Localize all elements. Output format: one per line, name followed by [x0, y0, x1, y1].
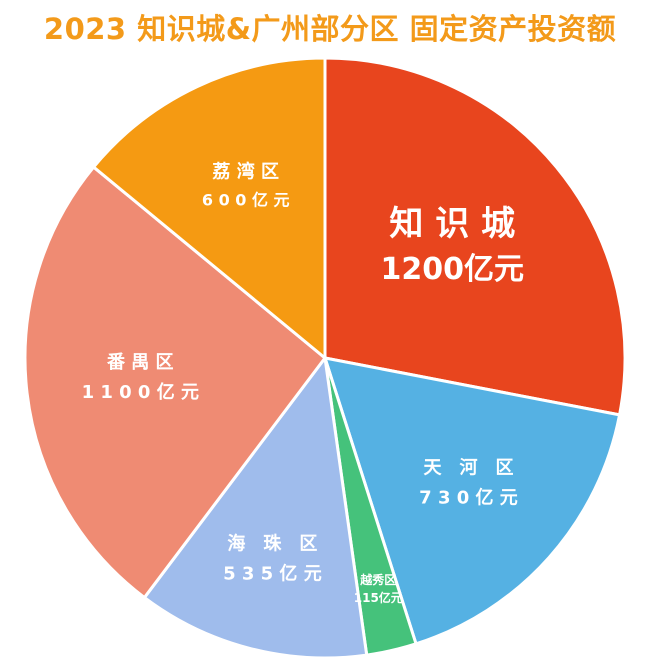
slice-value-label: 115亿元: [354, 590, 403, 605]
pie-slice: [142, 356, 369, 660]
pie-slice: [92, 56, 327, 360]
slice-name-label: 越秀区: [359, 572, 396, 587]
slice-name-label: 知 识 城: [389, 204, 515, 244]
slice-name-label: 海 珠 区: [227, 532, 317, 554]
slice-value-label: 5 3 5 亿 元: [223, 562, 322, 584]
slice-name-label: 荔 湾 区: [212, 161, 279, 183]
slice-value-label: 1 1 0 0 亿 元: [82, 381, 199, 403]
pie-slices: [23, 56, 627, 660]
chart-title: 2023 知识城&广州部分区 固定资产投资额: [43, 12, 617, 46]
slice-value-label: 7 3 0 亿 元: [419, 487, 518, 509]
pie-slice: [323, 356, 622, 646]
pie-slice: [323, 56, 627, 417]
pie-slice: [23, 165, 327, 600]
slice-name-label: 番 禺 区: [106, 352, 174, 373]
slice-value-label: 6 0 0 亿 元: [202, 191, 290, 210]
slice-value-label: 1200亿元: [381, 252, 525, 287]
slice-name-label: 天 河 区: [423, 458, 513, 479]
